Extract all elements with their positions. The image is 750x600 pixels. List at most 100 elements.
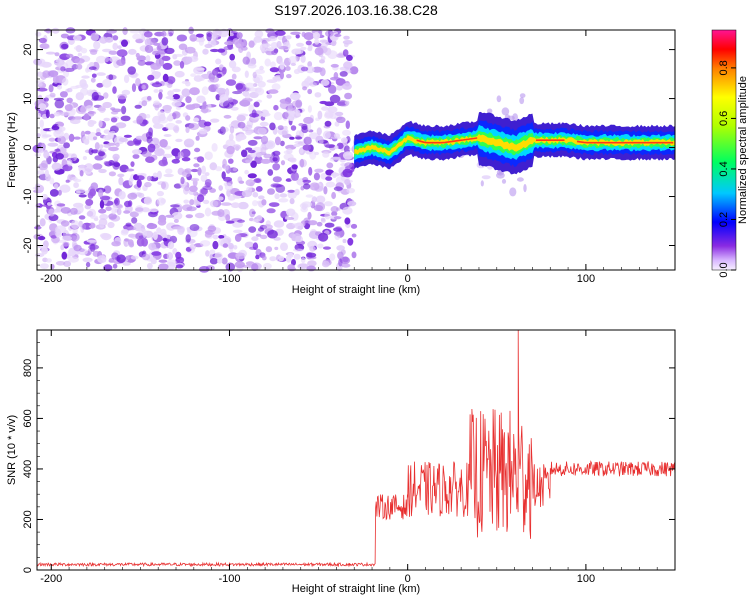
noise-blob (173, 60, 181, 66)
noise-blob (81, 223, 87, 230)
noise-blob (76, 63, 83, 70)
noise-blob (70, 118, 81, 125)
noise-blob (261, 255, 267, 261)
noise-blob (112, 263, 118, 269)
noise-blob (161, 181, 166, 189)
noise-blob (225, 262, 236, 272)
noise-blob (141, 84, 146, 90)
noise-blob (298, 123, 304, 127)
noise-blob (50, 235, 57, 239)
noise-blob (38, 82, 43, 87)
noise-blob (49, 113, 55, 119)
noise-blob (232, 221, 244, 228)
noise-blob (273, 104, 279, 111)
noise-blob (122, 261, 131, 266)
noise-blob (108, 171, 116, 177)
noise-blob (103, 129, 111, 134)
noise-blob (181, 170, 191, 178)
noise-blob (321, 260, 330, 268)
noise-blob (201, 105, 209, 114)
noise-blob (175, 251, 182, 259)
noise-blob (88, 244, 100, 250)
noise-blob (61, 251, 68, 260)
noise-blob (207, 225, 217, 232)
noise-blob (330, 156, 341, 160)
noise-blob (135, 78, 141, 87)
noise-blob (55, 261, 66, 266)
noise-blob (172, 88, 181, 93)
noise-blob (279, 61, 285, 70)
noise-blob (250, 160, 257, 168)
noise-blob (279, 71, 284, 80)
noise-blob (95, 55, 107, 64)
noise-blob (185, 214, 193, 219)
noise-blob (241, 149, 248, 158)
noise-blob (158, 89, 163, 93)
spectrogram-noise-region (32, 26, 359, 273)
noise-blob (314, 151, 320, 156)
noise-blob (143, 31, 153, 38)
noise-blob (137, 60, 146, 66)
spectrogram-y-axis-label: Frequency (Hz) (6, 112, 18, 188)
noise-blob (287, 189, 296, 193)
noise-blob (147, 74, 155, 81)
signal-band-yellow (354, 134, 675, 156)
noise-blob (323, 130, 331, 139)
noise-blob (342, 256, 349, 263)
noise-blob (235, 83, 244, 90)
signal-haze (519, 93, 526, 98)
noise-blob (285, 254, 292, 263)
noise-blob (338, 100, 348, 106)
noise-blob (293, 143, 301, 148)
x-tick-label: -200 (40, 273, 62, 285)
noise-blob (82, 156, 87, 160)
noise-blob (51, 162, 62, 171)
noise-blob (193, 163, 200, 168)
noise-blob (329, 94, 341, 104)
noise-blob (44, 169, 50, 177)
noise-blob (300, 54, 306, 63)
noise-blob (271, 83, 281, 91)
noise-blob (301, 125, 309, 134)
noise-blob (57, 62, 69, 70)
noise-blob (280, 242, 288, 251)
noise-blob (305, 40, 312, 46)
noise-blob (98, 189, 104, 198)
noise-blob (228, 60, 237, 69)
noise-blob (269, 256, 277, 262)
colorbar-label: Normalized spectral amplitude (737, 76, 749, 224)
noise-blob (341, 263, 351, 268)
noise-blob (333, 231, 342, 236)
noise-blob (184, 185, 190, 192)
noise-blob (291, 171, 299, 181)
noise-blob (294, 188, 300, 196)
noise-blob (130, 255, 139, 260)
noise-blob (307, 105, 312, 113)
noise-blob (167, 241, 175, 250)
noise-blob (317, 243, 324, 249)
noise-blob (314, 47, 324, 56)
noise-blob (198, 38, 204, 46)
x-tick-label: -100 (218, 273, 240, 285)
noise-blob (289, 136, 295, 140)
noise-blob (314, 92, 322, 98)
noise-blob (97, 151, 106, 157)
noise-blob (212, 28, 222, 38)
noise-blob (228, 158, 234, 164)
noise-blob (147, 143, 156, 153)
noise-blob (228, 133, 234, 141)
noise-blob (295, 109, 301, 117)
noise-blob (75, 106, 86, 114)
noise-blob (190, 73, 197, 77)
noise-blob (318, 232, 329, 242)
noise-blob (299, 148, 304, 154)
noise-blob (128, 48, 137, 55)
noise-blob (70, 207, 78, 215)
noise-blob (295, 99, 303, 109)
noise-blob (53, 97, 65, 101)
noise-blob (260, 146, 267, 154)
noise-blob (89, 111, 97, 115)
noise-blob (148, 208, 159, 213)
noise-blob (134, 104, 142, 109)
noise-blob (199, 240, 211, 247)
